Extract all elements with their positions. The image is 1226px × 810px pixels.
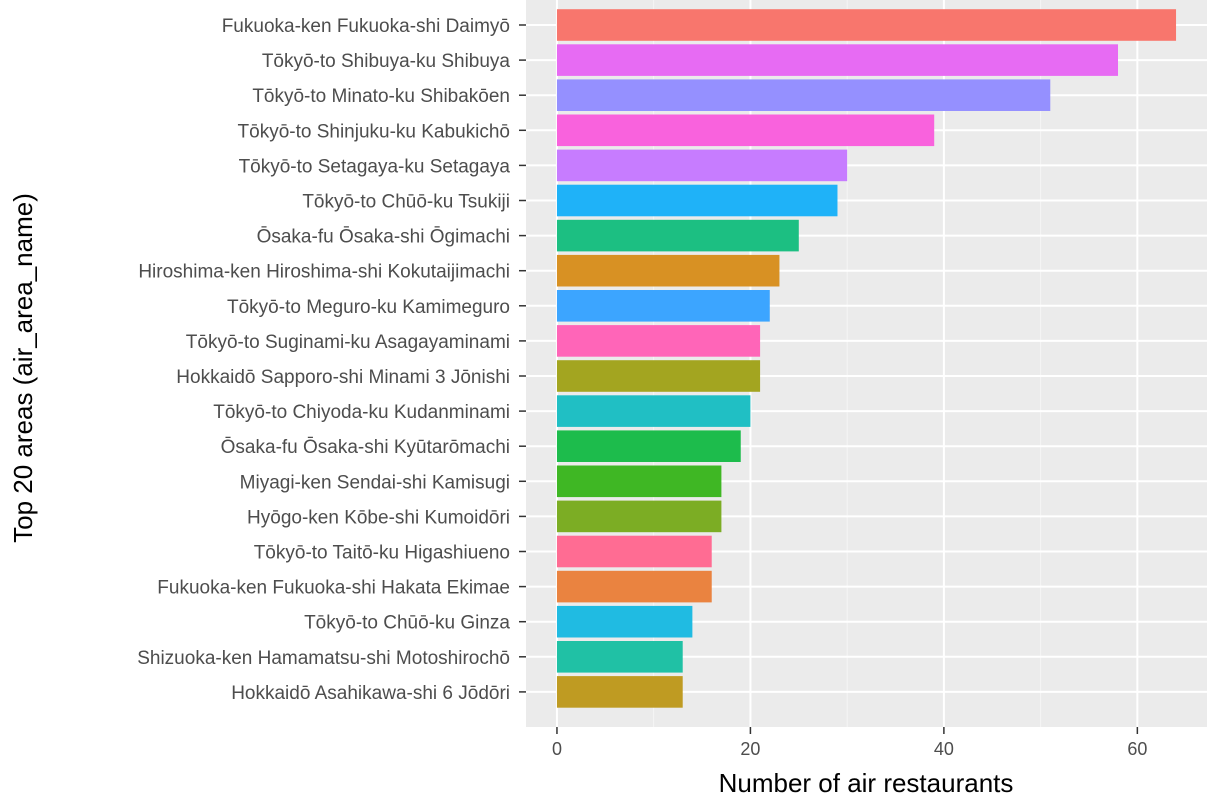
category-label: Tōkyō-to Chiyoda-ku Kudanminami [213,402,510,423]
category-label: Hyōgo-ken Kōbe-shi Kumoidōri [247,507,510,528]
bar [556,79,1051,111]
category-label: Fukuoka-ken Fukuoka-shi Daimyō [222,16,510,37]
bar [556,500,722,533]
bar [556,605,693,638]
y-axis-title: Top 20 areas (air_area_name) [8,193,38,543]
x-axis-title: Number of air restaurants [719,768,1014,798]
bar [556,395,751,427]
category-label: Tōkyō-to Minato-ku Shibakōen [252,86,510,107]
bar [556,676,683,708]
bar [556,219,799,252]
x-tick-label: 40 [934,739,954,759]
bar [556,570,712,603]
category-label: Tōkyō-to Shinjuku-ku Kabukichō [238,121,510,142]
category-label: Miyagi-ken Sendai-shi Kamisugi [240,472,510,493]
category-label: Tōkyō-to Chūō-ku Ginza [304,613,510,634]
category-label: Hokkaidō Asahikawa-shi 6 Jōdōri [231,683,510,704]
y-ticks [519,24,526,693]
bar [556,114,935,147]
category-labels: Fukuoka-ken Fukuoka-shi Daimyō Tōkyō-to S… [137,16,510,704]
category-label: Tōkyō-to Taitō-ku Higashiueno [254,543,510,564]
category-label: Ōsaka-fu Ōsaka-shi Ōgimachi [257,227,510,248]
category-label: Tōkyō-to Suginami-ku Asagayaminami [186,332,510,353]
bar [556,9,1177,41]
category-label: Fukuoka-ken Fukuoka-shi Hakata Ekimae [157,578,510,599]
category-label: Hokkaidō Sapporo-shi Minami 3 Jōnishi [176,367,510,388]
bar [556,465,722,498]
bar [556,184,838,217]
bar [556,254,780,287]
bar [556,149,848,182]
category-label: Hiroshima-ken Hiroshima-shi Kokutaijimac… [138,262,510,283]
x-tick-label: 20 [740,739,760,759]
x-tick-label: 0 [552,739,562,759]
category-label: Tōkyō-to Shibuya-ku Shibuya [262,51,511,72]
bar [556,535,712,568]
category-label: Tōkyō-to Setagaya-ku Setagaya [239,156,511,177]
x-ticks [556,727,1139,734]
bar [556,360,761,392]
category-label: Shizuoka-ken Hamamatsu-shi Motoshirochō [137,648,510,669]
bar [556,44,1119,76]
category-label: Ōsaka-fu Ōsaka-shi Kyūtarōmachi [221,437,510,458]
bar [556,430,741,462]
category-label: Tōkyō-to Meguro-ku Kamimeguro [227,297,510,318]
bar [556,641,683,673]
x-tick-labels: 0 20 40 60 [552,739,1147,759]
category-label: Tōkyō-to Chūō-ku Tsukiji [302,192,510,213]
x-tick-label: 60 [1127,739,1147,759]
bar [556,290,770,322]
bar [556,325,761,357]
bars [556,9,1177,708]
